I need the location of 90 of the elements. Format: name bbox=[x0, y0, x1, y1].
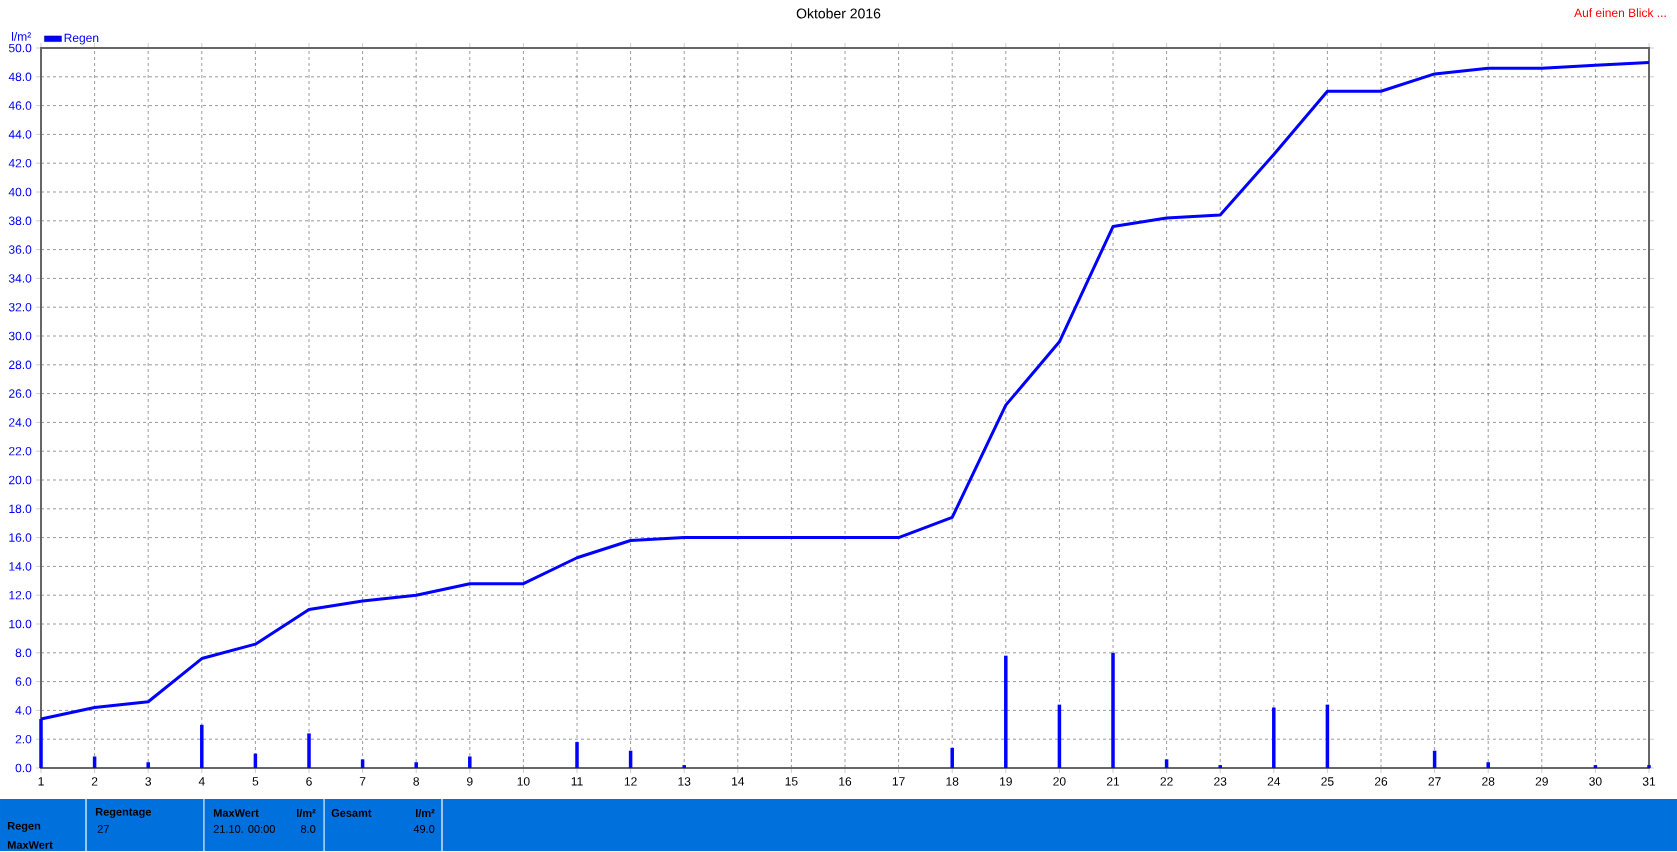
y-tick-label: 38.0 bbox=[8, 216, 32, 226]
y-tick-label: 36.0 bbox=[8, 245, 32, 254]
y-tick-label: 8.0 bbox=[15, 648, 32, 658]
text: 8.0 bbox=[300, 825, 316, 834]
y-tick-label: 6.0 bbox=[15, 677, 32, 686]
bar bbox=[1593, 765, 1598, 769]
y-tick-label: 30.0 bbox=[8, 331, 32, 341]
y-tick-label: 10.0 bbox=[9, 619, 32, 629]
bar bbox=[950, 747, 954, 769]
y-tick-label: 14.0 bbox=[9, 562, 32, 571]
y-tick-label: 44.0 bbox=[8, 130, 32, 139]
x-tick-label: 12 bbox=[624, 777, 637, 786]
y-tick-label: 2.0 bbox=[15, 735, 32, 744]
x-tick-label: 24 bbox=[1267, 777, 1281, 786]
bar bbox=[360, 759, 365, 769]
bar bbox=[414, 762, 418, 769]
bar bbox=[1004, 655, 1008, 769]
y-tick-label: 28.0 bbox=[9, 360, 32, 370]
chart-title: Oktober 2016 bbox=[796, 8, 881, 19]
bar bbox=[146, 762, 150, 769]
x-tick-label: 16 bbox=[839, 777, 852, 786]
text: 21.10. 00:00 bbox=[213, 825, 275, 834]
y-axis-title: l/m² bbox=[12, 32, 31, 41]
x-tick-label: 25 bbox=[1321, 777, 1334, 786]
y-tick-label: 46.0 bbox=[8, 101, 32, 110]
x-tick-label: 10 bbox=[517, 777, 530, 786]
x-tick-label: 31 bbox=[1642, 777, 1656, 786]
bar bbox=[1486, 762, 1490, 769]
text: l/m² bbox=[297, 809, 316, 818]
legend-label: Regen bbox=[64, 33, 99, 45]
x-tick-label: 27 bbox=[1428, 777, 1441, 786]
x-tick-label: 19 bbox=[1000, 777, 1012, 786]
y-tick-label: 22.0 bbox=[9, 447, 32, 456]
x-tick-label: 14 bbox=[732, 777, 745, 786]
y-tick-label: 18.0 bbox=[9, 504, 32, 514]
y-tick-label: 12.0 bbox=[9, 591, 32, 600]
text: 27 bbox=[97, 825, 109, 833]
text: 49.0 bbox=[413, 825, 435, 834]
y-tick-label: 4.0 bbox=[15, 706, 32, 715]
text: MaxWert bbox=[213, 809, 259, 817]
x-tick-label: 4 bbox=[198, 777, 205, 786]
text: Auf einen Blick ... bbox=[1574, 8, 1666, 18]
bar bbox=[682, 765, 686, 769]
text: Gesamt bbox=[331, 809, 372, 818]
x-tick-label: 1 bbox=[38, 777, 44, 786]
bar bbox=[1272, 707, 1276, 769]
bar bbox=[307, 733, 311, 769]
x-tick-label: 8 bbox=[413, 777, 420, 786]
y-tick-label: 34.0 bbox=[8, 274, 32, 283]
x-tick-label: 7 bbox=[359, 777, 366, 786]
x-tick-label: 28 bbox=[1482, 777, 1495, 786]
text: MaxWert bbox=[7, 841, 53, 849]
x-tick-label: 3 bbox=[145, 777, 152, 786]
x-tick-label: 23 bbox=[1214, 777, 1227, 786]
x-tick-label: 17 bbox=[892, 777, 905, 786]
x-tick-label: 9 bbox=[467, 777, 473, 786]
x-tick-label: 26 bbox=[1374, 777, 1388, 786]
x-tick-label: 22 bbox=[1160, 777, 1173, 786]
y-tick-label: 20.0 bbox=[9, 475, 32, 485]
bar bbox=[1111, 652, 1115, 769]
text: Regen bbox=[7, 822, 41, 833]
x-tick-label: 15 bbox=[785, 777, 798, 786]
bar bbox=[1647, 765, 1651, 769]
y-tick-label: 24.0 bbox=[9, 418, 32, 427]
x-tick-label: 18 bbox=[946, 777, 959, 786]
bar bbox=[92, 756, 97, 769]
x-tick-label: 2 bbox=[91, 777, 98, 786]
bar bbox=[1164, 759, 1169, 769]
x-tick-label: 20 bbox=[1053, 777, 1066, 786]
x-tick-label: 13 bbox=[678, 777, 691, 786]
y-tick-label: 40.0 bbox=[8, 187, 32, 197]
y-tick-label: 42.0 bbox=[8, 159, 32, 168]
bar bbox=[200, 724, 204, 769]
x-tick-label: 5 bbox=[252, 777, 259, 786]
y-tick-label: 32.0 bbox=[8, 303, 32, 312]
y-tick-label: 0.0 bbox=[15, 763, 32, 773]
text: Regentage bbox=[95, 808, 152, 819]
x-tick-label: 21 bbox=[1106, 777, 1120, 786]
y-tick-label: 16.0 bbox=[9, 533, 32, 542]
x-tick-label: 11 bbox=[571, 777, 583, 786]
x-tick-label: 6 bbox=[306, 777, 312, 786]
y-tick-label: 26.0 bbox=[9, 389, 32, 398]
y-tick-label: 48.0 bbox=[8, 72, 32, 82]
x-tick-label: 30 bbox=[1589, 777, 1602, 786]
bar bbox=[1218, 765, 1222, 769]
y-tick-label: 50.0 bbox=[8, 43, 32, 53]
text: l/m² bbox=[416, 809, 435, 818]
bar bbox=[468, 756, 472, 769]
bar bbox=[575, 742, 579, 769]
x-tick-label: 29 bbox=[1535, 777, 1548, 786]
